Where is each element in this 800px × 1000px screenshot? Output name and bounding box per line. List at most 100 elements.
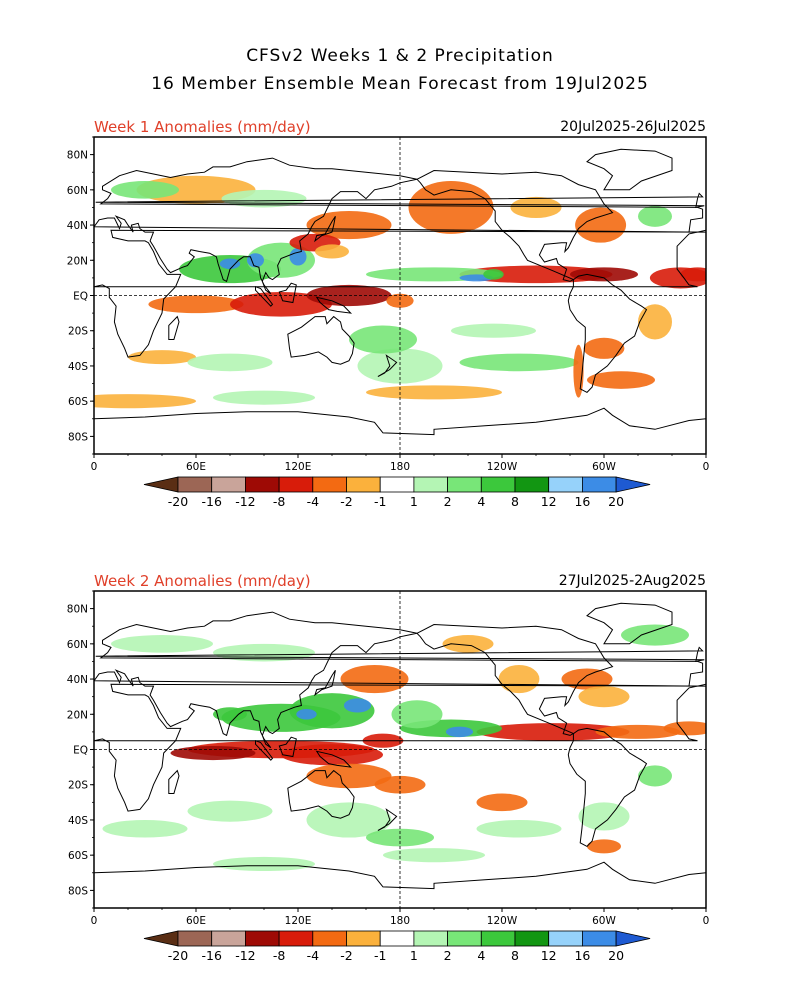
lat-label: 20N	[67, 255, 88, 267]
colorbar-box	[278, 476, 314, 493]
lon-label: 120W	[487, 461, 518, 473]
colorbar-tick-label: 12	[541, 494, 557, 509]
lat-label: 60S	[68, 396, 88, 408]
anomaly-area	[391, 700, 443, 729]
colorbar-tick-label: -4	[307, 494, 320, 509]
anomaly-area	[213, 390, 315, 405]
colorbar-tick-label: -4	[307, 948, 320, 963]
colorbar-tick-label: 20	[608, 494, 624, 509]
lon-label: 120W	[487, 915, 518, 927]
map-content	[94, 137, 706, 454]
anomaly-area	[663, 721, 706, 736]
eurasia-coastline	[94, 157, 704, 295]
new-guinea-coastline	[315, 296, 353, 314]
greenland-coastline	[586, 148, 673, 191]
anomaly-area	[578, 802, 630, 831]
anomaly-area	[148, 295, 244, 314]
lon-label: 0	[91, 915, 98, 927]
week2-panel-label: Week 2 Anomalies (mm/day)	[94, 572, 311, 590]
anomaly-area	[408, 181, 494, 234]
colorbar-tick-label: 20	[608, 948, 624, 963]
week2-date-range: 27Jul2025-2Aug2025	[558, 573, 706, 589]
colorbar-box	[211, 930, 246, 947]
new-zealand-coastline	[377, 354, 398, 377]
colorbar-tick-label: 8	[511, 494, 519, 509]
colorbar-tick-label: 4	[477, 948, 485, 963]
week1-date-range: 20Jul2025-26Jul2025	[560, 119, 706, 135]
lat-label: 40S	[68, 361, 88, 373]
anomaly-area	[343, 698, 372, 713]
colorbar-tick-label: -2	[340, 948, 352, 963]
colorbar-tick-label: 2	[444, 948, 452, 963]
antarctica-coastline	[94, 861, 706, 908]
anomaly-area	[306, 763, 392, 789]
anomaly-area	[213, 856, 315, 872]
colorbar-box	[514, 476, 550, 493]
anomaly-area	[102, 819, 188, 838]
colorbar-tick-label: -2	[340, 494, 352, 509]
borneo-coastline	[278, 282, 297, 304]
lat-label: 40N	[67, 674, 88, 686]
anomaly-area	[595, 724, 681, 739]
lon-label: 180	[390, 461, 410, 473]
colorbar-box	[413, 476, 448, 493]
anomaly-area	[296, 708, 317, 720]
japan-coastline	[314, 216, 336, 243]
anomaly-area	[680, 267, 706, 282]
colorbar-box	[480, 930, 516, 947]
colorbar-tick-label: 1	[410, 494, 418, 509]
lat-label: 80S	[68, 885, 88, 897]
anomaly-area	[213, 707, 247, 722]
lon-label: 180	[390, 915, 410, 927]
colorbar-box	[244, 476, 280, 493]
colorbar-tick-label: 16	[574, 494, 590, 509]
colorbar-tick-label: 8	[511, 948, 519, 963]
anomaly-area	[476, 723, 630, 741]
anomaly-area	[459, 353, 579, 372]
anomaly-area	[621, 624, 689, 646]
anomaly-area	[187, 353, 273, 372]
anomaly-area	[442, 635, 494, 653]
colorbar-left-arrow	[143, 476, 179, 493]
anomaly-area	[357, 348, 443, 384]
colorbar-box	[346, 476, 381, 493]
colorbar-box	[312, 476, 347, 493]
anomaly-area	[583, 337, 625, 359]
title-line-2: 16 Member Ensemble Mean Forecast from 19…	[151, 74, 649, 94]
map-panel-week2: 80N 60N 40N 20N EQ 20S 40S 60S 80S 0 60E 120E 180 120…	[67, 590, 709, 927]
south-america-coastline	[567, 273, 648, 394]
lat-label: 20S	[68, 326, 88, 338]
colorbar-tick-label: -20	[168, 494, 188, 509]
anomaly-area	[386, 293, 414, 308]
colorbar-tick-label: 4	[477, 494, 485, 509]
lat-label: 60N	[67, 639, 88, 651]
anomaly-area	[230, 291, 332, 317]
colorbar-box	[447, 476, 482, 493]
colorbar-tick-label: -1	[374, 494, 386, 509]
lat-label: EQ	[73, 745, 88, 757]
greenland-coastline	[586, 602, 673, 645]
colorbar-box	[177, 476, 213, 493]
lon-label: 0	[91, 461, 98, 473]
lat-label: EQ	[73, 291, 88, 303]
anomaly-area	[340, 664, 409, 694]
lat-label: 40N	[67, 220, 88, 232]
anomaly-area	[638, 304, 672, 340]
anomaly-area	[366, 385, 502, 400]
colorbar-left-arrow	[143, 930, 179, 947]
colorbar-box	[480, 476, 516, 493]
anomaly-area	[638, 765, 672, 787]
lon-label: 60W	[592, 915, 616, 927]
australia-coastline	[287, 315, 355, 365]
uk-coastline	[95, 192, 705, 209]
lon-label: 120E	[285, 461, 312, 473]
australia-coastline	[287, 769, 355, 819]
colorbar-box	[548, 476, 583, 493]
lat-label: 20N	[67, 709, 88, 721]
anomaly-area	[111, 181, 179, 199]
borneo-coastline	[278, 736, 297, 758]
madagascar-coastline	[168, 769, 180, 794]
colorbar-box	[211, 476, 246, 493]
anomaly-area	[247, 253, 264, 268]
